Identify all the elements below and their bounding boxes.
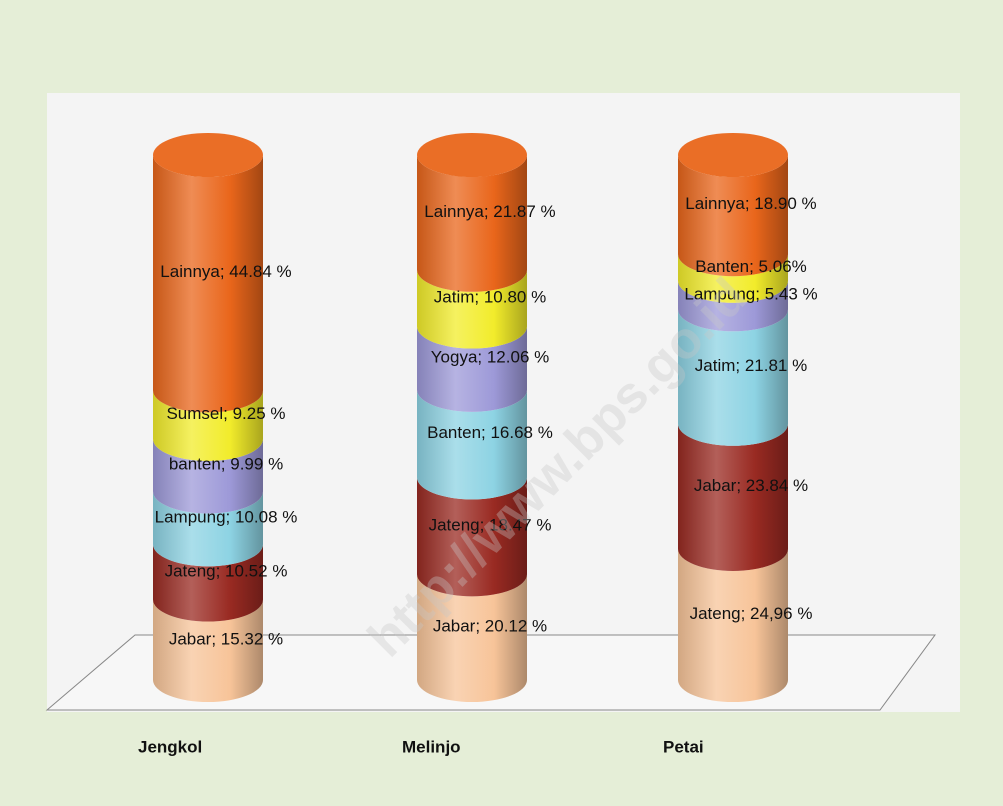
cylinder-segment bbox=[678, 155, 788, 277]
cylinder-segment bbox=[678, 254, 788, 303]
segment-label: Banten; 16.68 % bbox=[427, 423, 553, 442]
segment-label: Lainnya; 44.84 % bbox=[160, 262, 291, 281]
category-label: Petai bbox=[663, 737, 704, 756]
cylinder-segment bbox=[417, 477, 527, 597]
category-label: Jengkol bbox=[138, 737, 202, 756]
cylinder-segment bbox=[678, 309, 788, 446]
cylinder-segment bbox=[153, 599, 263, 702]
cylinder-segment bbox=[153, 491, 263, 567]
segment-label: Jabar; 15.32 % bbox=[169, 629, 283, 648]
cylinder-segment bbox=[678, 423, 788, 571]
cylinder-segment bbox=[153, 390, 263, 461]
cylinder-segment bbox=[678, 548, 788, 702]
segment-label: Lainnya; 21.87 % bbox=[424, 202, 555, 221]
cylinder-segment bbox=[417, 326, 527, 412]
cylinder-segment bbox=[153, 438, 263, 514]
segment-label: Jateng; 18.47 % bbox=[429, 515, 552, 534]
cylinder-top bbox=[678, 133, 788, 177]
segment-label: Jabar; 20.12 % bbox=[433, 617, 547, 636]
cylinder-segment bbox=[153, 155, 263, 413]
segment-label: Banten; 5.06% bbox=[695, 257, 807, 276]
segment-label: Yogya; 12.06 % bbox=[431, 348, 549, 367]
segment-label: Lampung; 5.43 % bbox=[684, 285, 817, 304]
segment-label: Jateng; 24,96 % bbox=[690, 604, 813, 623]
cylinder-segment bbox=[417, 574, 527, 702]
segment-label: Jabar; 23.84 % bbox=[694, 476, 808, 495]
segment-label: Sumsel; 9.25 % bbox=[166, 404, 285, 423]
cylinder-segment bbox=[417, 269, 527, 349]
cylinder-top bbox=[417, 133, 527, 177]
segment-label: Lainnya; 18.90 % bbox=[685, 194, 816, 213]
cylinder-segment bbox=[417, 155, 527, 292]
segment-label: Jatim; 21.81 % bbox=[695, 356, 807, 375]
category-label: Melinjo bbox=[402, 737, 461, 756]
cylinder-top bbox=[153, 133, 263, 177]
cylinder-segment bbox=[153, 544, 263, 622]
cylinder-segment bbox=[678, 280, 788, 332]
cylinder-segment bbox=[417, 389, 527, 500]
segment-label: Lampung; 10.08 % bbox=[155, 507, 298, 526]
segment-label: Jatim; 10.80 % bbox=[434, 288, 546, 307]
segment-label: Jateng; 10.52 % bbox=[165, 561, 288, 580]
segment-label: banten; 9.99 % bbox=[169, 455, 283, 474]
